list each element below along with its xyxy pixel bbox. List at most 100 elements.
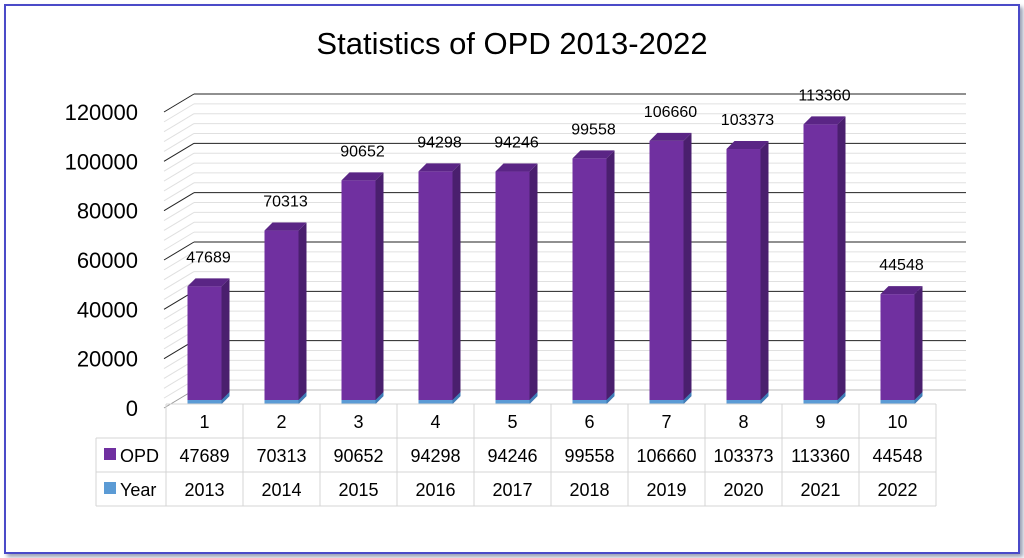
y-axis: 0 20000 40000 60000 80000 100000 120000 bbox=[65, 100, 138, 421]
gridline-diag bbox=[163, 142, 195, 162]
bar-side bbox=[221, 278, 230, 404]
bar-top bbox=[726, 141, 769, 150]
year-bar bbox=[880, 400, 915, 404]
minor-gridline-diag bbox=[163, 202, 195, 221]
minor-gridline-diag bbox=[163, 182, 195, 202]
table-cell-opd: 106660 bbox=[636, 446, 696, 466]
bar-side bbox=[375, 172, 384, 404]
minor-gridline-diag bbox=[163, 211, 195, 231]
y-tick-label: 40000 bbox=[77, 297, 138, 322]
bars bbox=[187, 116, 923, 405]
bar-top bbox=[341, 172, 384, 181]
y-tick-label: 100000 bbox=[65, 149, 138, 174]
category-label: 6 bbox=[584, 412, 594, 432]
data-label: 90652 bbox=[340, 143, 385, 160]
minor-gridline-diag bbox=[163, 123, 195, 143]
year-bar-side bbox=[914, 392, 923, 404]
bar bbox=[495, 171, 530, 404]
bar-top bbox=[495, 163, 538, 172]
table-cell-opd: 103373 bbox=[713, 446, 773, 466]
minor-gridline-diag bbox=[163, 231, 195, 251]
bar-side bbox=[760, 141, 769, 405]
year-bar bbox=[495, 400, 530, 404]
year-bar bbox=[418, 400, 453, 404]
bar bbox=[803, 124, 838, 405]
bar-top bbox=[572, 150, 615, 159]
year-bar bbox=[572, 400, 607, 404]
table-cell-opd: 94298 bbox=[410, 446, 460, 466]
table-cell-year: 2021 bbox=[800, 480, 840, 500]
bar bbox=[649, 140, 684, 404]
data-label: 47689 bbox=[186, 249, 231, 266]
table-cell-opd: 99558 bbox=[564, 446, 614, 466]
bar-top bbox=[649, 132, 692, 141]
table-cell-year: 2014 bbox=[261, 480, 301, 500]
category-label: 7 bbox=[661, 412, 671, 432]
data-label: 103373 bbox=[721, 112, 774, 129]
category-label: 1 bbox=[199, 412, 209, 432]
year-bar-side bbox=[452, 392, 461, 404]
category-label: 8 bbox=[738, 412, 748, 432]
minor-gridline-diag bbox=[163, 152, 195, 172]
table-cell-opd: 47689 bbox=[179, 446, 229, 466]
category-label: 10 bbox=[887, 412, 907, 432]
data-table: 1 47689 2013 2 70313 2014 3 90652 2015 4 94298 2016… bbox=[95, 403, 937, 507]
data-label: 106660 bbox=[644, 104, 697, 121]
gridline-diag bbox=[163, 93, 195, 113]
category-label: 9 bbox=[815, 412, 825, 432]
bar bbox=[726, 149, 761, 404]
legend-key-opd bbox=[104, 448, 116, 460]
chart-title: Statistics of OPD 2013-2022 bbox=[316, 26, 707, 61]
chart-frame: Statistics of OPD 2013-2022 0 20000 40000 6… bbox=[4, 4, 1020, 554]
bar-side bbox=[683, 132, 692, 404]
bar-side bbox=[606, 150, 615, 404]
gridline-diag bbox=[163, 241, 195, 261]
category-label: 4 bbox=[430, 412, 440, 432]
minor-gridline-diag bbox=[163, 113, 195, 133]
table-cell-year: 2022 bbox=[877, 480, 917, 500]
data-label: 44548 bbox=[879, 257, 924, 274]
category-label: 3 bbox=[353, 412, 363, 432]
bar bbox=[264, 230, 299, 404]
y-tick-label: 120000 bbox=[65, 100, 138, 125]
year-bar-side bbox=[529, 392, 538, 404]
year-bar-side bbox=[606, 392, 615, 404]
legend-label-opd: OPD bbox=[120, 446, 159, 466]
minor-gridline-diag bbox=[163, 103, 195, 123]
table-cell-year: 2013 bbox=[184, 480, 224, 500]
bar bbox=[418, 171, 453, 404]
bar-side bbox=[452, 163, 461, 404]
table-cell-year: 2019 bbox=[646, 480, 686, 500]
table-cell-opd: 70313 bbox=[256, 446, 306, 466]
minor-gridline-diag bbox=[163, 172, 195, 192]
bar-top bbox=[264, 222, 307, 231]
year-bar bbox=[341, 400, 376, 404]
year-bar bbox=[803, 400, 838, 404]
data-label: 70313 bbox=[263, 194, 308, 211]
bar-side bbox=[837, 116, 846, 405]
minor-gridline-diag bbox=[163, 162, 195, 182]
legend-label-year: Year bbox=[120, 480, 156, 500]
bar bbox=[572, 158, 607, 404]
year-bar-side bbox=[298, 392, 307, 404]
category-label: 5 bbox=[507, 412, 517, 432]
y-tick-label: 20000 bbox=[77, 347, 138, 372]
y-tick-label: 0 bbox=[126, 396, 138, 421]
bar-side bbox=[298, 222, 307, 404]
gridline-diag bbox=[163, 192, 195, 212]
bar-top bbox=[880, 286, 923, 295]
data-label: 99558 bbox=[571, 121, 616, 138]
opd-bar-chart: Statistics of OPD 2013-2022 0 20000 40000 6… bbox=[65, 26, 966, 507]
table-cell-year: 2015 bbox=[338, 480, 378, 500]
bar bbox=[187, 286, 222, 404]
minor-gridline-diag bbox=[163, 221, 195, 241]
bar-top bbox=[803, 116, 846, 125]
year-bar bbox=[726, 400, 761, 404]
year-bar-side bbox=[683, 392, 692, 404]
year-bar-side bbox=[837, 392, 846, 404]
data-label: 113360 bbox=[798, 87, 850, 104]
data-labels: 47689 70313 90652 94298 94246 99558 106660 1033… bbox=[186, 87, 924, 274]
table-cell-year: 2017 bbox=[492, 480, 532, 500]
minor-gridline-diag bbox=[163, 271, 195, 291]
bar bbox=[880, 294, 915, 404]
